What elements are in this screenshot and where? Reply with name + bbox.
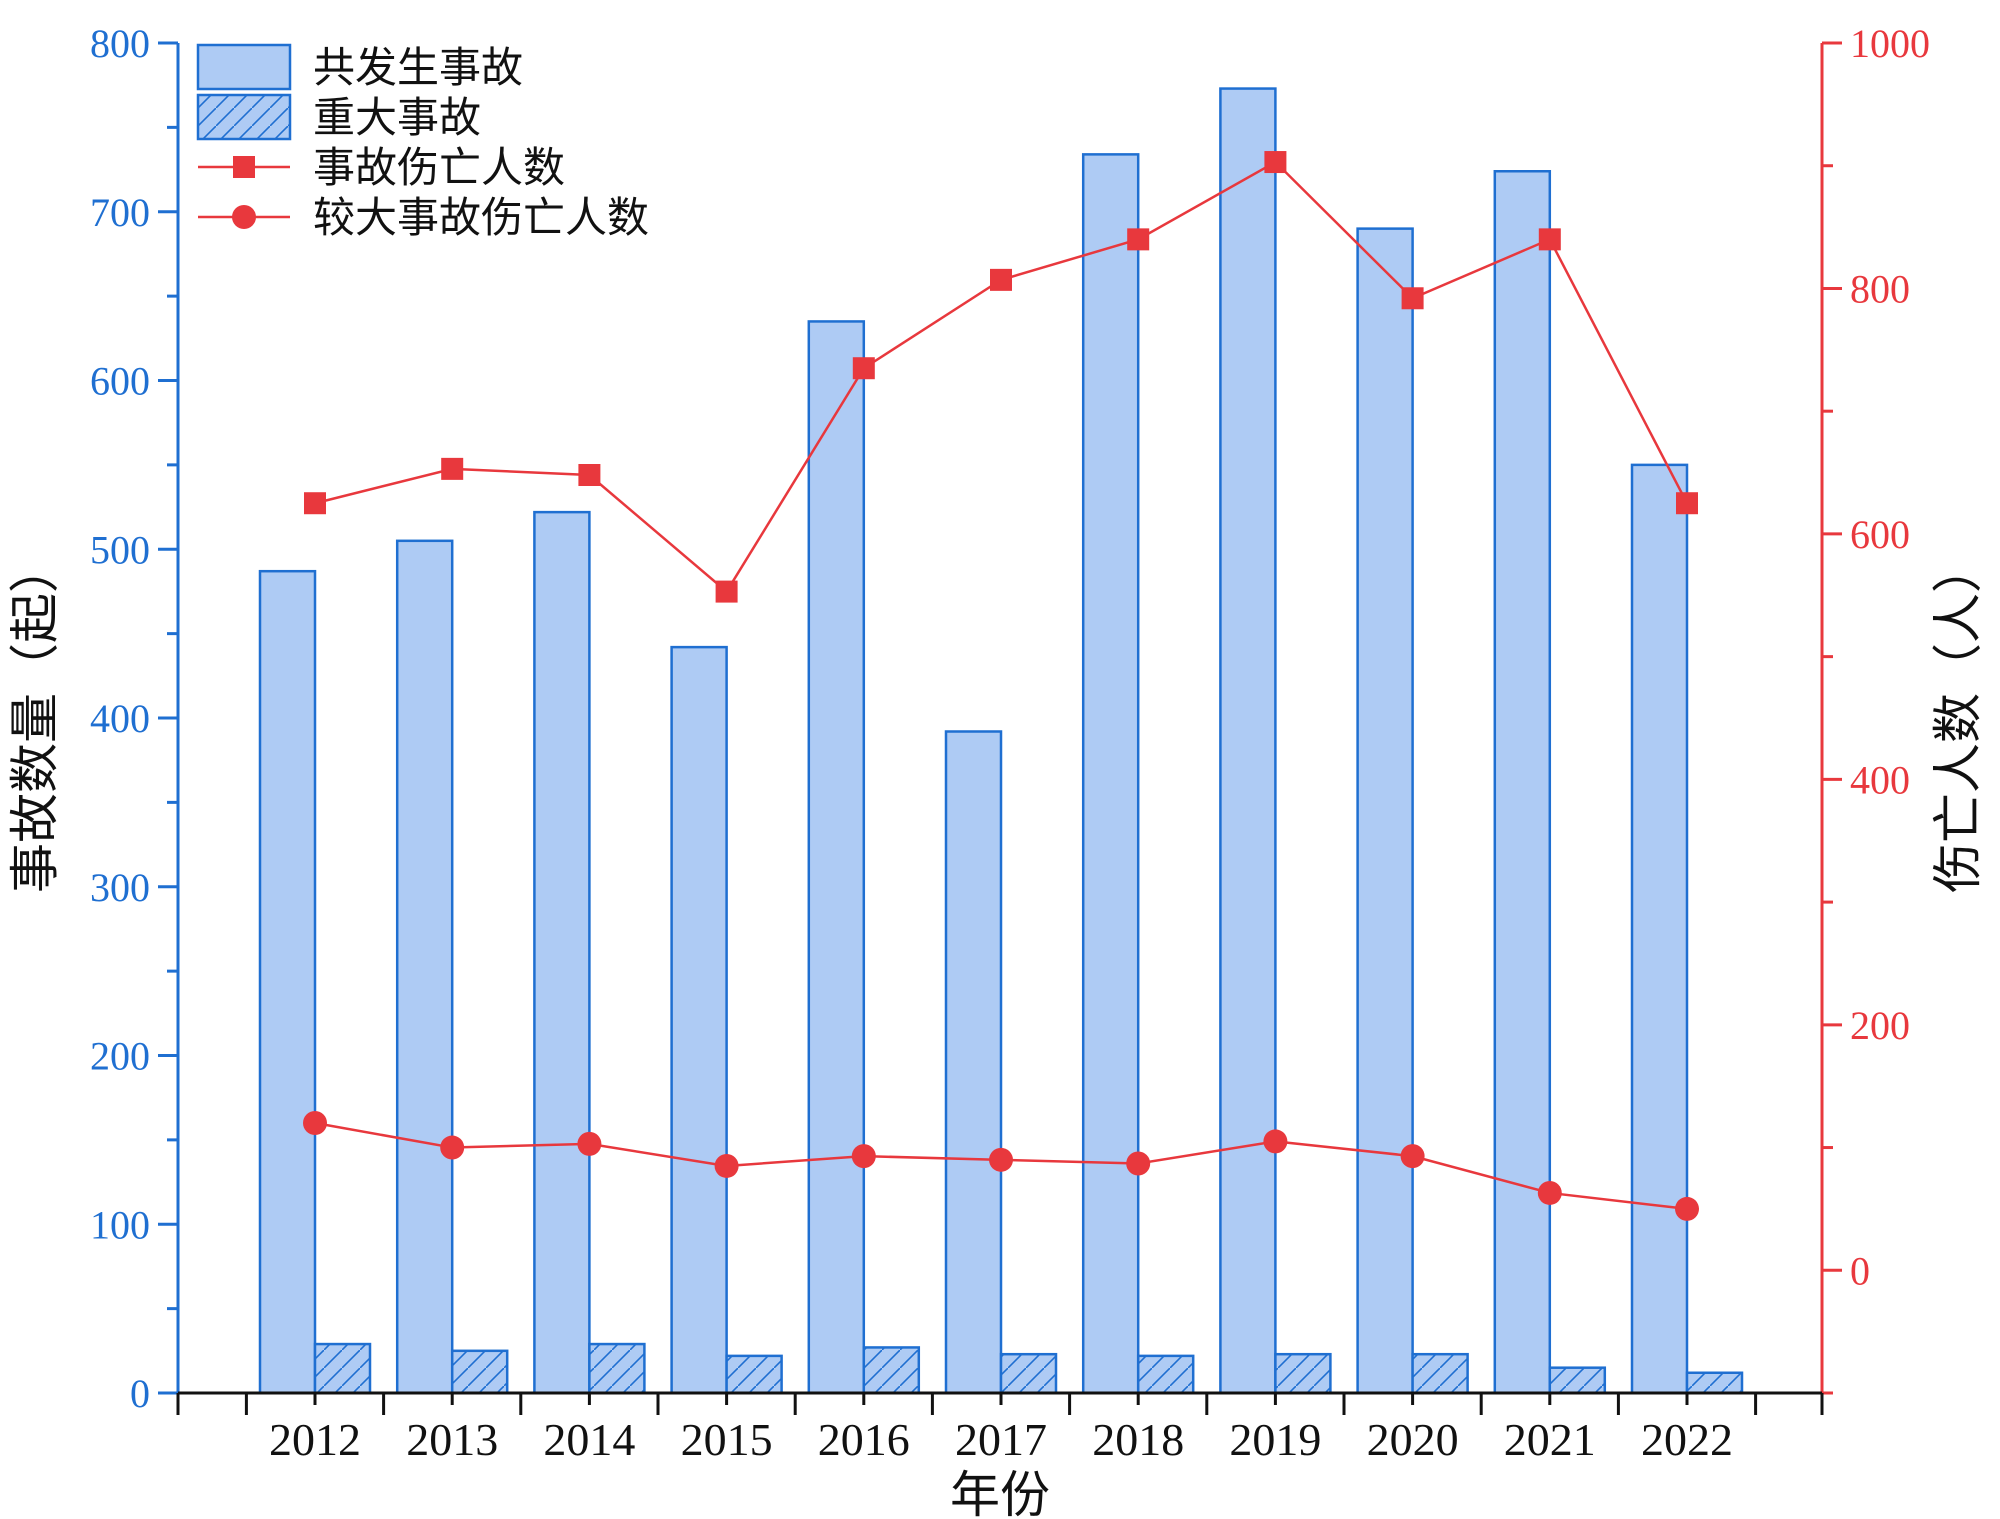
bar-total-2013 <box>395 539 454 1395</box>
point-casualties-2015 <box>715 580 738 603</box>
point-casualties-2022 <box>1676 492 1698 515</box>
x-tick-label: 2022 <box>1641 1414 1733 1465</box>
point-major-casualties-2016 <box>851 1144 876 1169</box>
bar-total-2022 <box>1630 463 1689 1395</box>
y-tick-label-right: 800 <box>1850 266 1910 311</box>
bar-total-2012 <box>258 569 317 1395</box>
x-tick-label: 2014 <box>543 1414 635 1465</box>
point-major-casualties-2013 <box>440 1135 465 1160</box>
x-tick-label: 2017 <box>955 1414 1047 1465</box>
point-casualties-2016 <box>852 357 875 380</box>
point-major-casualties-2021 <box>1537 1180 1562 1205</box>
y-tick-label-right: 600 <box>1850 512 1910 557</box>
point-casualties-2021 <box>1538 228 1561 251</box>
point-major-casualties-2022 <box>1675 1196 1699 1221</box>
y-tick-label-left: 600 <box>90 359 150 404</box>
y-tick-label-right: 200 <box>1850 1003 1910 1048</box>
point-casualties-2013 <box>441 457 464 480</box>
y-tick-label-left: 0 <box>130 1371 150 1416</box>
bar-total-2021 <box>1493 170 1552 1395</box>
bar-major-2016 <box>862 1346 921 1395</box>
y-tick-label-right: 400 <box>1850 757 1910 802</box>
point-major-casualties-2015 <box>714 1153 739 1178</box>
legend-marker-square <box>233 156 255 178</box>
point-casualties-2019 <box>1264 151 1287 174</box>
bar-major-2020 <box>1411 1352 1469 1395</box>
casualty-lines <box>303 151 1699 1221</box>
point-casualties-2014 <box>578 464 601 486</box>
point-major-casualties-2012 <box>303 1111 327 1135</box>
x-tick-label: 2019 <box>1229 1414 1321 1465</box>
y-axis-title-right: 伤亡人数（人） <box>1929 543 1987 893</box>
point-major-casualties-2020 <box>1400 1144 1425 1169</box>
x-tick-label: 2020 <box>1367 1414 1459 1465</box>
point-major-casualties-2017 <box>989 1147 1013 1172</box>
y-tick-label-right: 0 <box>1850 1248 1870 1293</box>
point-casualties-2018 <box>1127 228 1150 251</box>
legend-label: 事故伤亡人数 <box>313 143 565 192</box>
legend-swatch-major <box>196 93 292 141</box>
bar-major-2017 <box>999 1352 1058 1395</box>
x-tick-label: 2016 <box>818 1414 910 1465</box>
legend-label: 较大事故伤亡人数 <box>313 193 649 242</box>
bar-major-2019 <box>1274 1352 1332 1395</box>
bar-major-2013 <box>450 1349 509 1395</box>
bar-major-2014 <box>588 1342 646 1395</box>
x-axis-title: 年份 <box>950 1466 1050 1519</box>
x-tick-label: 2018 <box>1092 1414 1184 1465</box>
y-axis-title-left: 事故数量（起） <box>6 543 64 893</box>
legend-label: 重大事故 <box>313 93 481 142</box>
y-tick-label-left: 300 <box>90 865 150 910</box>
x-tick-label: 2021 <box>1504 1414 1596 1465</box>
y-tick-label-right: 1000 <box>1850 21 1930 66</box>
x-tick-label: 2015 <box>681 1414 773 1465</box>
legend-swatch-total <box>196 43 292 91</box>
y-tick-label-left: 500 <box>90 527 150 572</box>
bars-total-accidents <box>258 87 1689 1395</box>
y-tick-label-left: 700 <box>90 190 150 235</box>
y-tick-label-left: 200 <box>90 1034 150 1079</box>
bar-total-2015 <box>670 645 728 1395</box>
point-casualties-2020 <box>1401 287 1424 310</box>
y-tick-label-left: 800 <box>90 21 150 66</box>
point-major-casualties-2014 <box>577 1131 602 1156</box>
point-major-casualties-2018 <box>1126 1151 1151 1176</box>
x-tick-label: 2012 <box>269 1414 361 1465</box>
bar-total-2019 <box>1219 87 1277 1395</box>
point-casualties-2017 <box>990 268 1012 291</box>
bar-total-2020 <box>1356 227 1414 1395</box>
legend-marker-circle <box>232 205 256 229</box>
point-major-casualties-2019 <box>1263 1129 1288 1154</box>
bar-total-2016 <box>807 320 866 1395</box>
x-tick-label: 2013 <box>406 1414 498 1465</box>
bar-major-2022 <box>1685 1371 1744 1395</box>
y-tick-label-left: 100 <box>90 1202 150 1247</box>
bar-total-2014 <box>533 510 591 1395</box>
bar-major-2021 <box>1548 1366 1607 1395</box>
bar-total-2018 <box>1081 153 1140 1395</box>
point-casualties-2012 <box>304 492 326 515</box>
bar-major-2015 <box>725 1354 783 1395</box>
y-tick-label-left: 400 <box>90 696 150 741</box>
legend-label: 共发生事故 <box>313 43 523 92</box>
bar-major-2012 <box>313 1342 372 1395</box>
bar-total-2017 <box>944 730 1003 1395</box>
bar-major-2018 <box>1136 1354 1195 1395</box>
axes: 0 100 200 300 400 500 600 700 800 0 200 400 600 800 10… <box>90 21 1930 1465</box>
